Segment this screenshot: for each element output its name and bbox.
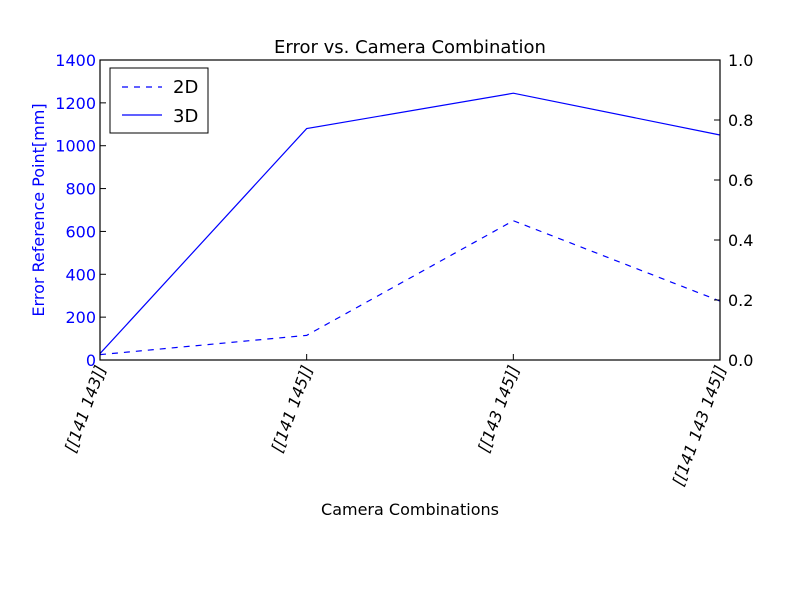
y-axis-label: Error Reference Point[mm] — [29, 103, 48, 316]
y-tick-label: 1200 — [55, 94, 96, 113]
y2-tick-label: 0.2 — [728, 291, 753, 310]
x-tick-label: [[141 143 145]] — [669, 363, 730, 489]
x-tick-label: [[143 145]] — [474, 363, 523, 455]
x-axis-label: Camera Combinations — [321, 500, 499, 519]
legend-box — [109, 67, 209, 134]
x-axis: [[141 143]] [[141 145]] [[143 145]] [[141 1… — [61, 354, 730, 488]
y-tick-label: 400 — [65, 265, 96, 284]
x-tick-label: [[141 145]] — [267, 363, 316, 455]
y-tick-label: 200 — [65, 308, 96, 327]
x-tick-label: [[141 143]] — [61, 363, 110, 455]
y-axis-left: 0 200 400 600 800 1000 1200 1400 — [55, 51, 106, 370]
y-tick-label: 800 — [65, 180, 96, 199]
series-line-3d — [99, 92, 721, 354]
y-tick-label: 1400 — [55, 51, 96, 70]
y2-tick-label: 0.4 — [728, 231, 753, 250]
plot-area — [99, 92, 721, 356]
plot-frame — [99, 59, 721, 361]
y-tick-label: 600 — [65, 222, 96, 241]
y2-tick-label: 1.0 — [728, 51, 753, 70]
y2-tick-label: 0.8 — [728, 111, 753, 130]
chart-title: Error vs. Camera Combination — [274, 37, 546, 58]
y2-tick-label: 0.6 — [728, 171, 753, 190]
series-line-2d — [99, 220, 721, 356]
legend: 2D 3D — [109, 67, 209, 134]
y2-tick-label: 0.0 — [728, 351, 753, 370]
legend-label-2d: 2D — [173, 77, 198, 98]
legend-label-3d: 3D — [173, 106, 198, 127]
y-tick-label: 0 — [86, 351, 96, 370]
y-axis-right: 0.0 0.2 0.4 0.6 0.8 1.0 — [714, 51, 753, 370]
y-tick-label: 1000 — [55, 137, 96, 156]
